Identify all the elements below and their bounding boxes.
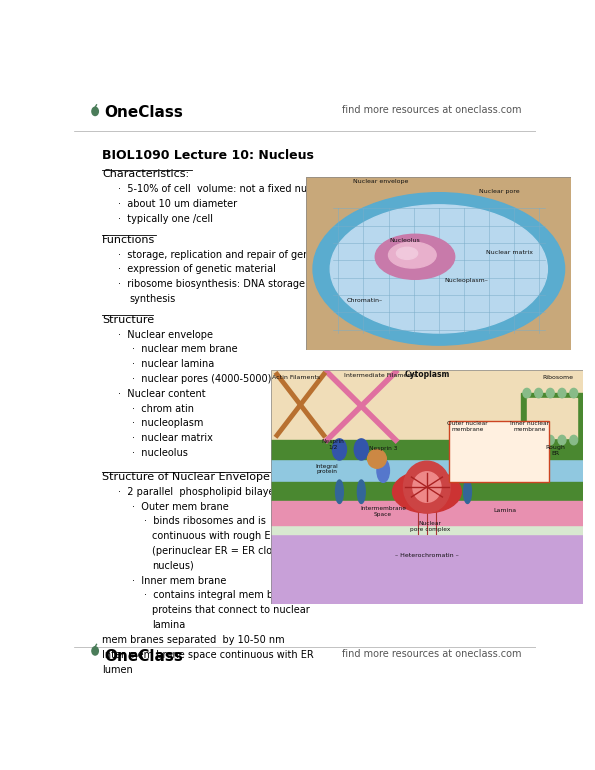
Text: mem branes separated  by 10-50 nm: mem branes separated by 10-50 nm: [102, 635, 284, 645]
Text: ·  nuclear matrix: · nuclear matrix: [132, 434, 213, 444]
Text: ·  nucleolus: · nucleolus: [132, 448, 188, 458]
Text: lamina: lamina: [152, 620, 185, 630]
Ellipse shape: [558, 388, 566, 398]
Text: ·  nucleoplasm: · nucleoplasm: [132, 419, 203, 428]
Text: Nuclear
pore complex: Nuclear pore complex: [410, 521, 450, 532]
Ellipse shape: [570, 435, 578, 445]
Polygon shape: [271, 534, 583, 604]
Text: ·  Outer mem brane: · Outer mem brane: [132, 501, 228, 511]
Polygon shape: [271, 370, 583, 468]
Ellipse shape: [375, 234, 455, 280]
Ellipse shape: [535, 388, 543, 398]
Text: Functions: Functions: [102, 235, 155, 245]
Text: proteins that connect to nuclear: proteins that connect to nuclear: [152, 605, 309, 615]
Text: Nuclear matrix: Nuclear matrix: [487, 249, 534, 255]
Text: Integral
protein: Integral protein: [315, 464, 339, 474]
Text: Lamina: Lamina: [493, 508, 516, 513]
Text: Structure of Nuclear Envelope: Structure of Nuclear Envelope: [102, 472, 270, 482]
Text: Chromatin–: Chromatin–: [346, 298, 382, 303]
Polygon shape: [271, 440, 583, 459]
Text: ·  contains integral mem brane: · contains integral mem brane: [143, 591, 295, 601]
Text: Inner nuclear
membrane: Inner nuclear membrane: [511, 421, 550, 432]
Text: nucleus): nucleus): [152, 561, 193, 571]
Ellipse shape: [333, 439, 346, 460]
Polygon shape: [271, 501, 583, 524]
Text: Inter mem brane space continuous with ER: Inter mem brane space continuous with ER: [102, 650, 314, 660]
Ellipse shape: [358, 480, 365, 504]
Ellipse shape: [546, 435, 554, 445]
Text: synthesis: synthesis: [130, 294, 176, 304]
Text: ·  Inner mem brane: · Inner mem brane: [132, 576, 226, 586]
Text: Characteristics:: Characteristics:: [102, 169, 189, 179]
Text: ·  typically one /cell: · typically one /cell: [118, 214, 213, 224]
Text: Outer nuclear
membrane: Outer nuclear membrane: [447, 421, 488, 432]
Text: Nuclear pore: Nuclear pore: [478, 189, 519, 194]
Polygon shape: [521, 393, 583, 440]
Text: ·  Nuclear envelope: · Nuclear envelope: [118, 330, 213, 340]
Ellipse shape: [570, 388, 578, 398]
Text: Structure: Structure: [102, 315, 154, 325]
Ellipse shape: [313, 192, 565, 345]
Text: Nucleolus: Nucleolus: [389, 238, 419, 243]
Text: ·  binds ribosomes and is: · binds ribosomes and is: [143, 517, 265, 527]
Text: Actin Filaments: Actin Filaments: [272, 376, 320, 380]
Text: BIOL1090 Lecture 10: Nucleus: BIOL1090 Lecture 10: Nucleus: [102, 149, 314, 162]
Text: – Heterochromatin –: – Heterochromatin –: [395, 553, 459, 557]
Text: Nesprin 3: Nesprin 3: [369, 446, 397, 451]
Ellipse shape: [330, 205, 547, 333]
Text: ·  nuclear pores (4000-5000): · nuclear pores (4000-5000): [132, 374, 271, 384]
Ellipse shape: [546, 388, 554, 398]
Ellipse shape: [336, 480, 343, 504]
Ellipse shape: [413, 472, 441, 502]
Bar: [449, 421, 549, 482]
Text: (perinuclear ER = ER closest to: (perinuclear ER = ER closest to: [152, 546, 305, 556]
Ellipse shape: [439, 480, 446, 504]
Ellipse shape: [377, 459, 390, 482]
Text: OneClass: OneClass: [104, 648, 183, 664]
Ellipse shape: [468, 450, 486, 468]
Text: find more resources at oneclass.com: find more resources at oneclass.com: [342, 105, 522, 116]
Ellipse shape: [558, 435, 566, 445]
Text: Ribosome: Ribosome: [543, 376, 574, 380]
Text: continuous with rough ER: continuous with rough ER: [152, 531, 277, 541]
Text: Intermembrane
Space: Intermembrane Space: [360, 506, 406, 517]
Text: Intermediate Filaments: Intermediate Filaments: [343, 373, 416, 378]
Text: ·  nuclear mem brane: · nuclear mem brane: [132, 344, 237, 354]
Circle shape: [92, 647, 98, 655]
Text: ·  Nuclear content: · Nuclear content: [118, 389, 206, 399]
Ellipse shape: [535, 435, 543, 445]
Polygon shape: [306, 177, 571, 350]
Text: lumen: lumen: [102, 665, 133, 675]
Text: Nuclear envelope: Nuclear envelope: [353, 179, 408, 184]
Text: ·  about 10 um diameter: · about 10 um diameter: [118, 199, 237, 209]
Text: Nesprin
1/2: Nesprin 1/2: [322, 439, 345, 450]
Ellipse shape: [523, 435, 531, 445]
Text: Nucleoplasm–: Nucleoplasm–: [444, 277, 488, 283]
Ellipse shape: [464, 480, 471, 504]
Circle shape: [92, 107, 98, 116]
Ellipse shape: [523, 388, 531, 398]
Text: Cytoplasm: Cytoplasm: [404, 370, 450, 379]
Text: ·  expression of genetic material: · expression of genetic material: [118, 264, 276, 274]
Text: ·  chrom atin: · chrom atin: [132, 403, 194, 413]
Text: ·  ribosome biosynthesis: DNA storage to  protein: · ribosome biosynthesis: DNA storage to …: [118, 280, 359, 290]
Polygon shape: [271, 459, 583, 482]
Text: OneClass: OneClass: [104, 105, 183, 120]
Polygon shape: [527, 398, 577, 437]
Text: ·  2 parallel  phospholipid bilayers: · 2 parallel phospholipid bilayers: [118, 487, 284, 497]
Ellipse shape: [393, 470, 461, 513]
Polygon shape: [271, 468, 583, 534]
Text: ·  storage, replication and repair of genetic material: · storage, replication and repair of gen…: [118, 249, 371, 259]
Text: Rough
ER: Rough ER: [545, 445, 565, 456]
Ellipse shape: [354, 439, 368, 460]
Text: ·  nuclear lamina: · nuclear lamina: [132, 360, 214, 369]
Polygon shape: [271, 482, 583, 501]
Ellipse shape: [368, 450, 386, 468]
Ellipse shape: [396, 247, 418, 259]
Text: ·  5-10% of cell  volume: not a fixed number: · 5-10% of cell volume: not a fixed numb…: [118, 184, 333, 194]
Ellipse shape: [389, 242, 436, 268]
Text: find more resources at oneclass.com: find more resources at oneclass.com: [342, 648, 522, 658]
Ellipse shape: [403, 461, 450, 513]
